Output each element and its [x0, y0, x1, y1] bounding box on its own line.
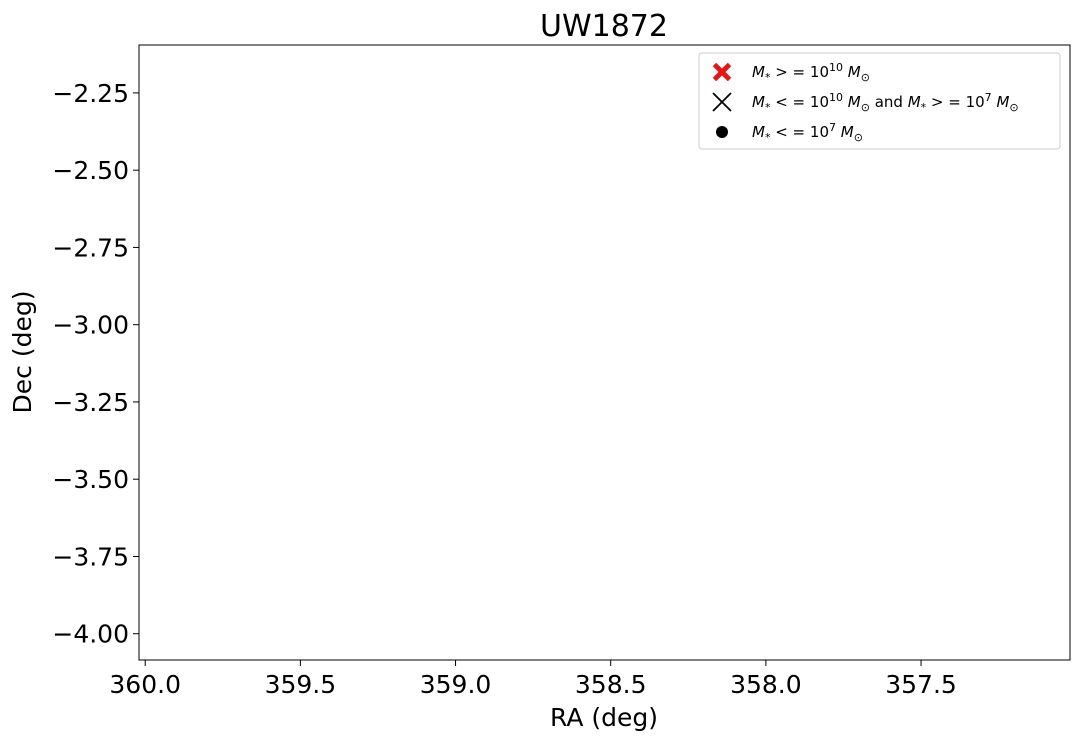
y-tick-label: −2.75: [52, 233, 129, 262]
legend-marker-low-mass: [716, 126, 728, 138]
y-tick-label: −4.00: [52, 620, 129, 649]
x-tick-label: 358.5: [575, 670, 647, 699]
chart-title: UW1872: [540, 9, 668, 44]
y-tick-label: −3.25: [52, 388, 129, 417]
x-tick-label: 357.5: [885, 670, 957, 699]
x-tick-label: 359.0: [420, 670, 492, 699]
legend-label: M* < = 107 M⊙: [752, 121, 863, 144]
y-axis-label: Dec (deg): [8, 291, 37, 414]
x-tick-label: 360.0: [109, 670, 181, 699]
legend-marker-mid-mass: [712, 92, 732, 112]
x-tick-label: 359.5: [265, 670, 337, 699]
y-tick-label: −3.50: [52, 465, 129, 494]
legend-label: M* > = 1010 M⊙: [752, 61, 870, 84]
y-axis-ticks: −2.25 −2.50 −2.75 −3.00 −3.25 −3.50 −3.75 −4.00: [52, 79, 139, 649]
legend-marker-high-mass: [712, 62, 732, 82]
y-tick-label: −2.25: [52, 79, 129, 108]
legend-label: M* < = 1010 M⊙ and M* > = 107 M⊙: [752, 91, 1019, 114]
plot-area: [138, 44, 1071, 661]
legend-frame: [698, 52, 1061, 150]
x-tick-label: 358.0: [730, 670, 802, 699]
y-tick-label: −3.00: [52, 311, 129, 340]
x-axis-label: RA (deg): [550, 703, 658, 732]
legend: M* > = 1010 M⊙ M* < = 1010 M⊙ and M* > = …: [698, 52, 1061, 150]
x-axis-ticks: 360.0 359.5 359.0 358.5 358.0 357.5: [109, 660, 957, 699]
y-tick-label: −2.50: [52, 156, 129, 185]
y-tick-label: −3.75: [52, 542, 129, 571]
